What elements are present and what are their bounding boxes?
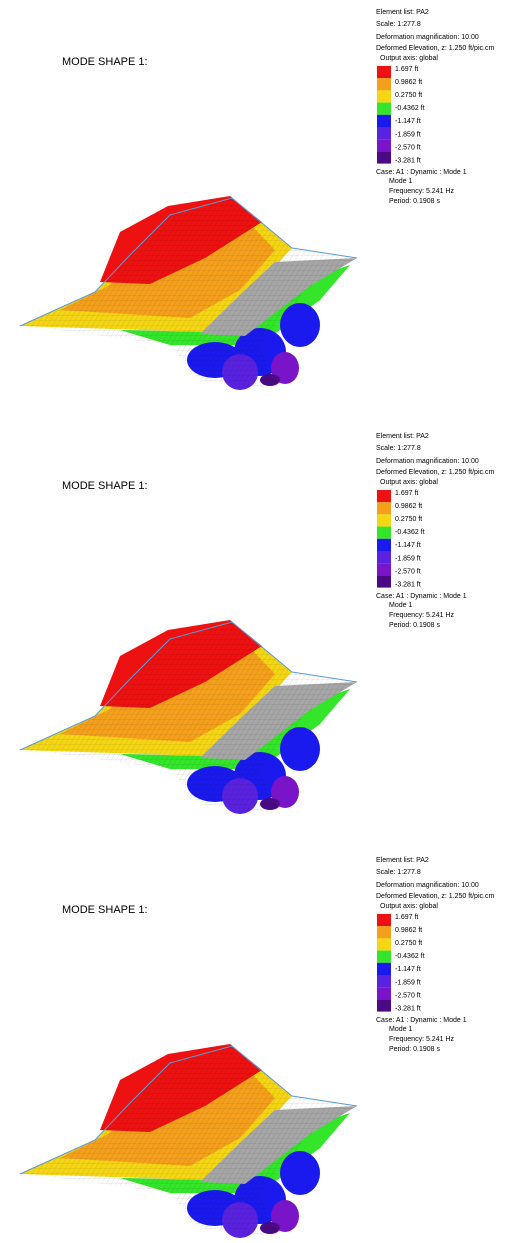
- info-line: Deformation magnification: 10.00: [376, 458, 479, 465]
- legend-label: -1.859 ft: [395, 131, 421, 138]
- legend-label: 1.697 ft: [395, 490, 418, 497]
- legend-label: -0.4362 ft: [395, 953, 425, 960]
- legend-label: 0.2750 ft: [395, 516, 422, 523]
- info-line: Deformation magnification: 10.00: [376, 34, 479, 41]
- legend-label: 1.697 ft: [395, 914, 418, 921]
- legend-label: 0.9862 ft: [395, 927, 422, 934]
- legend-label: -3.281 ft: [395, 158, 421, 165]
- period-line: Period: 0.1908 s: [389, 1046, 440, 1053]
- legend-swatch: [377, 66, 391, 78]
- legend-swatch: [377, 539, 391, 551]
- info-line: Element list: PA2: [376, 857, 429, 864]
- frequency-line: Frequency: 5.241 Hz: [389, 612, 454, 619]
- legend-swatch: [377, 78, 391, 90]
- panel: MODE SHAPE 1: Element list: PA2 Scale: 1:2…: [20, 857, 494, 1238]
- legend-label: -0.4362 ft: [395, 105, 425, 112]
- frequency-line: Frequency: 5.241 Hz: [389, 1036, 454, 1043]
- legend-swatch: [377, 938, 391, 950]
- legend-swatch: [377, 490, 391, 502]
- mode-line: Mode 1: [389, 178, 412, 185]
- legend-swatch: [377, 103, 391, 115]
- legend-label: 0.2750 ft: [395, 92, 422, 99]
- info-line: Scale: 1:277.8: [376, 869, 421, 876]
- legend-swatch: [377, 963, 391, 975]
- case-line: Case: A1 : Dynamic : Mode 1: [376, 1017, 467, 1024]
- case-line: Case: A1 : Dynamic : Mode 1: [376, 169, 467, 176]
- legend-swatch: [377, 926, 391, 938]
- info-line: Deformed Elevation, z: 1.250 ft/pic.cm: [376, 45, 494, 52]
- legend-label: -1.859 ft: [395, 555, 421, 562]
- legend-label: -2.570 ft: [395, 144, 421, 151]
- info-line: Element list: PA2: [376, 9, 429, 16]
- legend-label: 0.9862 ft: [395, 503, 422, 510]
- legend-swatch: [377, 575, 391, 587]
- info-line: Scale: 1:277.8: [376, 445, 421, 452]
- legend-label: -3.281 ft: [395, 1006, 421, 1013]
- info-line: Deformed Elevation, z: 1.250 ft/pic.cm: [376, 469, 494, 476]
- legend-label: -3.281 ft: [395, 582, 421, 589]
- legend-label: -1.147 ft: [395, 118, 421, 125]
- legend-swatch: [377, 139, 391, 151]
- panel-title: MODE SHAPE 1:: [62, 56, 148, 68]
- info-line: Scale: 1:277.8: [376, 21, 421, 28]
- mode-line: Mode 1: [389, 602, 412, 609]
- legend-swatch: [377, 563, 391, 575]
- case-line: Case: A1 : Dynamic : Mode 1: [376, 593, 467, 600]
- output-axis: Output axis: global: [380, 903, 438, 910]
- legend-label: -1.147 ft: [395, 542, 421, 549]
- mode-line: Mode 1: [389, 1026, 412, 1033]
- page: MODE SHAPE 1: Element list: PA2 Scale: 1:2…: [0, 0, 524, 1243]
- period-line: Period: 0.1908 s: [389, 198, 440, 205]
- output-axis: Output axis: global: [380, 479, 438, 486]
- info-line: Element list: PA2: [376, 433, 429, 440]
- legend-label: -0.4362 ft: [395, 529, 425, 536]
- legend-swatch: [377, 127, 391, 139]
- info-line: Deformation magnification: 10.00: [376, 882, 479, 889]
- legend-swatch: [377, 90, 391, 102]
- panel-title: MODE SHAPE 1:: [62, 480, 148, 492]
- panel-title: MODE SHAPE 1:: [62, 904, 148, 916]
- legend-swatch: [377, 987, 391, 999]
- legend-label: -2.570 ft: [395, 992, 421, 999]
- mode-shape-plot: [20, 620, 357, 814]
- legend-swatch: [377, 914, 391, 926]
- legend-swatch: [377, 951, 391, 963]
- mode-shape-plot: [20, 196, 357, 390]
- legend-swatch: [377, 151, 391, 163]
- frequency-line: Frequency: 5.241 Hz: [389, 188, 454, 195]
- legend-label: 0.9862 ft: [395, 79, 422, 86]
- panel: MODE SHAPE 1: Element list: PA2 Scale: 1:2…: [20, 433, 494, 814]
- legend-label: -1.859 ft: [395, 979, 421, 986]
- legend-swatch: [377, 527, 391, 539]
- info-line: Deformed Elevation, z: 1.250 ft/pic.cm: [376, 893, 494, 900]
- period-line: Period: 0.1908 s: [389, 622, 440, 629]
- output-axis: Output axis: global: [380, 55, 438, 62]
- legend-swatch: [377, 514, 391, 526]
- panel: MODE SHAPE 1: Element list: PA2 Scale: 1:2…: [20, 9, 494, 390]
- legend-label: -1.147 ft: [395, 966, 421, 973]
- legend-swatch: [377, 551, 391, 563]
- legend-swatch: [377, 999, 391, 1011]
- legend-label: 0.2750 ft: [395, 940, 422, 947]
- mode-shape-plot: [20, 1044, 357, 1238]
- legend-swatch: [377, 115, 391, 127]
- legend-swatch: [377, 502, 391, 514]
- legend-swatch: [377, 975, 391, 987]
- legend-label: 1.697 ft: [395, 66, 418, 73]
- legend-label: -2.570 ft: [395, 568, 421, 575]
